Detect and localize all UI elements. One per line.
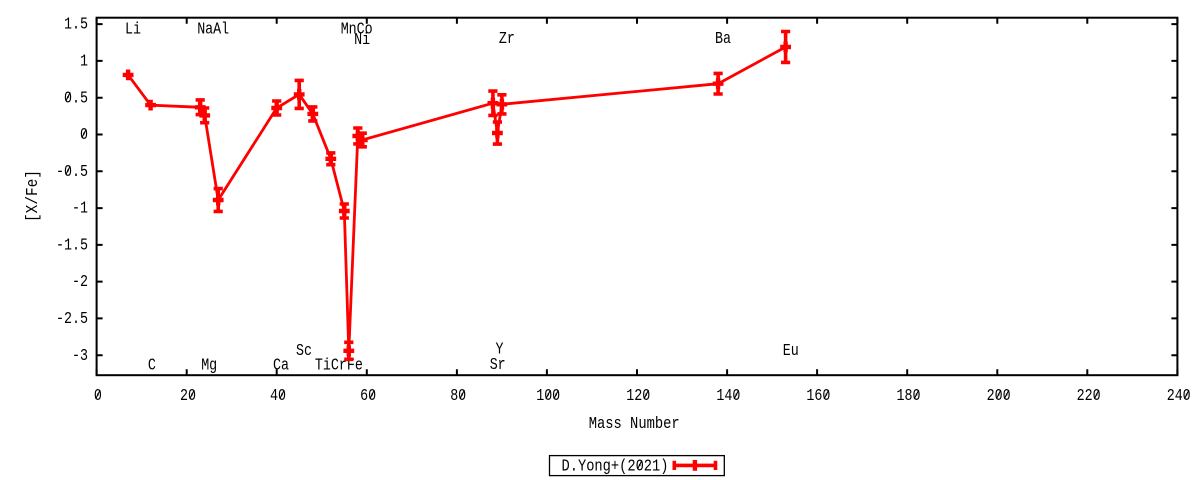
svg-text:-0.5: -0.5 (56, 163, 88, 182)
svg-text:Zr: Zr (499, 30, 515, 49)
svg-text:1.5: 1.5 (64, 16, 88, 35)
svg-text:160: 160 (806, 387, 830, 406)
svg-text:40: 40 (270, 387, 286, 406)
svg-text:-1.5: -1.5 (56, 237, 88, 256)
svg-text:Ni: Ni (354, 31, 370, 50)
svg-text:60: 60 (360, 387, 376, 406)
svg-text:[X/Fe]: [X/Fe] (24, 170, 43, 222)
svg-text:140: 140 (716, 387, 740, 406)
svg-text:TiCrFe: TiCrFe (315, 357, 363, 376)
svg-text:C: C (148, 357, 156, 376)
svg-text:NaAl: NaAl (197, 21, 229, 40)
svg-text:1: 1 (80, 53, 88, 72)
svg-text:Eu: Eu (783, 342, 799, 361)
svg-text:20: 20 (180, 387, 196, 406)
svg-text:Li: Li (125, 21, 141, 40)
svg-text:240: 240 (1167, 387, 1191, 406)
svg-text:-3: -3 (72, 347, 88, 366)
svg-text:180: 180 (897, 387, 921, 406)
svg-text:Ca: Ca (273, 357, 289, 376)
svg-text:-1: -1 (72, 200, 88, 219)
svg-text:D.Yong+(2021): D.Yong+(2021) (562, 457, 669, 476)
svg-text:80: 80 (450, 387, 466, 406)
svg-text:Sr: Sr (490, 356, 506, 375)
svg-text:Mass Number: Mass Number (589, 415, 680, 434)
svg-text:-2.5: -2.5 (56, 310, 88, 329)
svg-text:Mg: Mg (201, 357, 217, 376)
svg-text:Ba: Ba (715, 30, 731, 49)
svg-text:200: 200 (987, 387, 1011, 406)
svg-text:MnCo: MnCo (341, 21, 373, 40)
svg-text:-2: -2 (72, 273, 88, 292)
svg-text:0: 0 (94, 387, 102, 406)
svg-text:0: 0 (80, 126, 88, 145)
svg-text:0.5: 0.5 (64, 89, 88, 108)
svg-text:Y: Y (496, 341, 504, 360)
svg-text:Sc: Sc (296, 342, 312, 361)
svg-text:100: 100 (536, 387, 560, 406)
svg-text:120: 120 (626, 387, 650, 406)
svg-text:220: 220 (1077, 387, 1101, 406)
